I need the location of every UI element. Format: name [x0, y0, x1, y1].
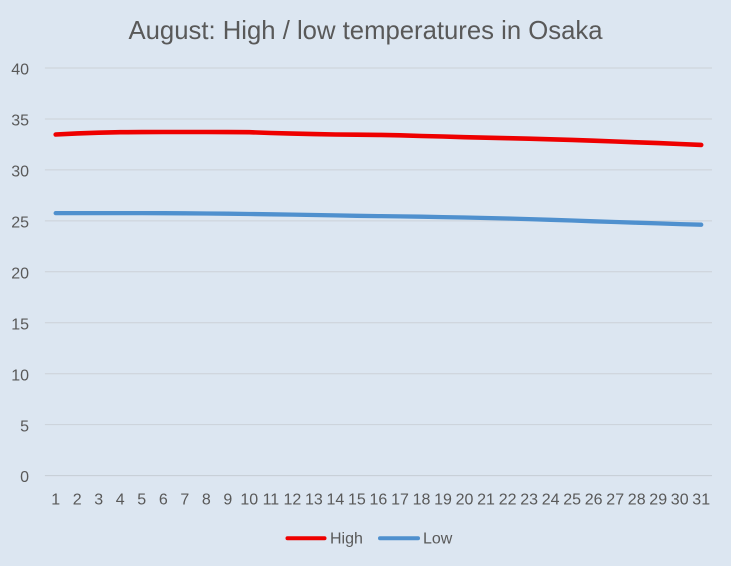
svg-text:5: 5 — [137, 492, 146, 509]
svg-text:30: 30 — [671, 492, 689, 509]
svg-text:1: 1 — [51, 492, 60, 509]
svg-text:3: 3 — [94, 492, 103, 509]
svg-text:27: 27 — [606, 492, 624, 509]
svg-text:40: 40 — [11, 62, 29, 79]
svg-text:11: 11 — [263, 492, 280, 509]
svg-text:23: 23 — [520, 492, 538, 509]
svg-text:16: 16 — [370, 492, 388, 509]
svg-text:15: 15 — [11, 316, 29, 333]
svg-text:29: 29 — [649, 492, 667, 509]
svg-text:28: 28 — [628, 492, 646, 509]
svg-text:22: 22 — [499, 492, 517, 509]
svg-text:6: 6 — [159, 492, 168, 509]
svg-text:18: 18 — [413, 492, 431, 509]
svg-text:9: 9 — [223, 492, 232, 509]
svg-text:31: 31 — [692, 492, 710, 509]
svg-text:15: 15 — [348, 492, 366, 509]
svg-text:Low: Low — [423, 531, 453, 548]
svg-text:7: 7 — [180, 492, 189, 509]
svg-text:17: 17 — [391, 492, 409, 509]
svg-text:5: 5 — [20, 418, 29, 435]
svg-text:13: 13 — [305, 492, 323, 509]
svg-text:10: 10 — [11, 367, 29, 384]
svg-text:20: 20 — [11, 265, 29, 282]
svg-text:8: 8 — [202, 492, 211, 509]
svg-text:26: 26 — [585, 492, 603, 509]
svg-text:21: 21 — [477, 492, 495, 509]
svg-text:High: High — [330, 531, 363, 548]
svg-text:25: 25 — [563, 492, 581, 509]
svg-text:2: 2 — [73, 492, 82, 509]
svg-text:25: 25 — [11, 214, 29, 231]
svg-text:20: 20 — [456, 492, 474, 509]
svg-text:30: 30 — [11, 164, 29, 181]
svg-text:4: 4 — [116, 492, 125, 509]
svg-text:12: 12 — [284, 492, 302, 509]
svg-text:19: 19 — [434, 492, 452, 509]
svg-text:August: High / low temperature: August: High / low temperatures in Osaka — [128, 17, 603, 45]
svg-text:24: 24 — [542, 492, 560, 509]
svg-text:0: 0 — [20, 469, 29, 486]
svg-text:35: 35 — [11, 113, 29, 130]
svg-text:10: 10 — [240, 492, 258, 509]
svg-text:14: 14 — [327, 492, 345, 509]
